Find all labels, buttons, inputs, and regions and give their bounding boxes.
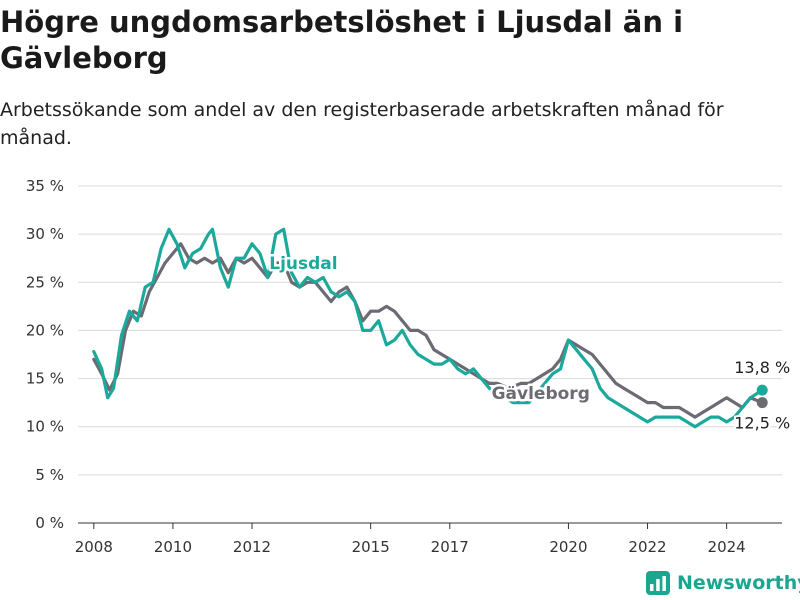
end-value-label-gavleborg: 12,5 % [734,414,790,433]
series-labels: Gävleborg Ljusdal 13,8 % 12,5 % [267,251,792,434]
series-line-ljusdal [92,227,764,429]
series-label-ljusdal: Ljusdal [269,254,337,274]
x-tick-label: 2020 [549,538,587,556]
series-line-gävleborg [92,242,764,419]
y-tick-label: 0 % [35,514,64,532]
end-point-gävleborg [756,397,768,409]
end-point-ljusdal [756,384,768,396]
y-tick-label: 35 % [26,177,64,195]
x-tick-label: 2017 [431,538,469,556]
gridlines [78,185,782,524]
chart-title: Högre ungdomsarbetslöshet i Ljusdal än i… [0,5,684,75]
y-tick-label: 10 % [26,418,64,436]
brand-name: Newsworthy [677,572,800,594]
x-axis: 2008 2010 2012 2015 2017 2020 2022 2024 [75,522,782,556]
y-axis-tick-labels: 0 % 5 % 10 % 15 % 20 % 25 % 30 % 35 % [26,177,64,532]
newsworthy-bar-chart-icon [646,571,670,595]
y-tick-label: 15 % [26,370,64,388]
series-label-gavleborg: Gävleborg [492,384,590,404]
y-tick-label: 30 % [26,225,64,243]
y-tick-label: 5 % [35,466,64,484]
x-tick-label: 2010 [154,538,192,556]
x-tick-label: 2024 [708,538,746,556]
x-tick-label: 2012 [233,538,271,556]
newsworthy-logo: Newsworthy [646,568,800,598]
end-value-label-ljusdal: 13,8 % [734,358,790,377]
x-tick-label: 2015 [352,538,390,556]
y-tick-label: 20 % [26,321,64,339]
y-tick-label: 25 % [26,273,64,291]
x-tick-label: 2008 [75,538,113,556]
x-tick-label: 2022 [628,538,666,556]
chart-subtitle: Arbetssökande som andel av den registerb… [0,99,724,149]
series-lines [92,227,768,429]
